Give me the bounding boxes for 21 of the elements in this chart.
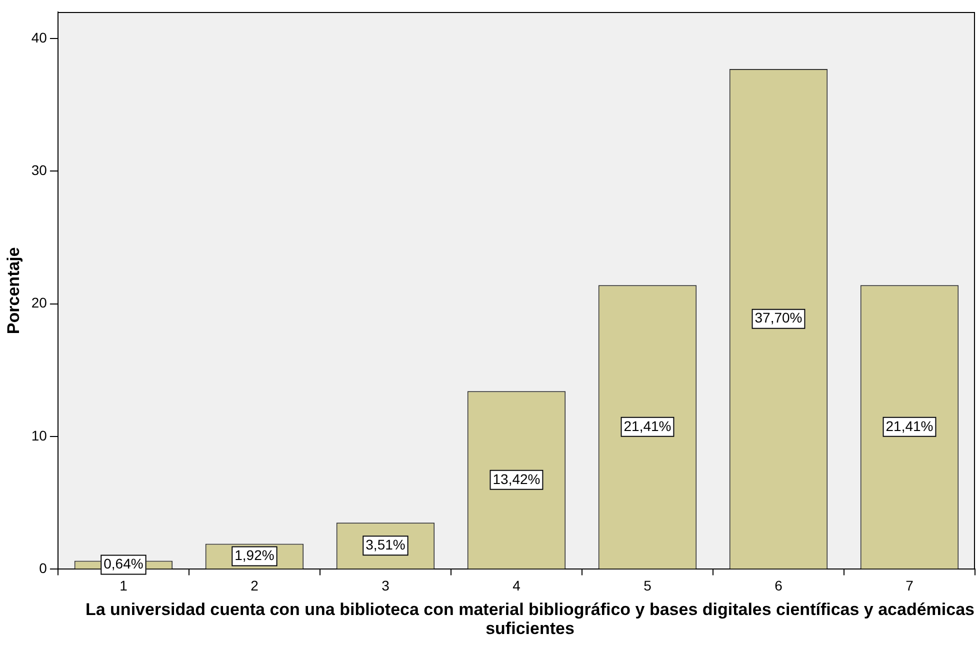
y-tick-label: 30	[31, 162, 48, 178]
data-label: 37,70%	[754, 310, 802, 326]
y-tick-label: 0	[39, 560, 48, 576]
x-tick-label: 4	[512, 577, 521, 594]
x-tick-label: 1	[120, 577, 128, 594]
x-tick-label: 2	[250, 577, 259, 594]
data-label: 13,42%	[492, 470, 540, 487]
data-label: 3,51%	[366, 536, 406, 553]
x-axis-title: La universidad cuenta con una biblioteca con material bibliográfico y bases digitales científicas y académicas suficientes	[84, 600, 976, 638]
y-tick-label: 40	[31, 29, 48, 46]
data-label: 21,41%	[886, 418, 934, 434]
data-label: 0,64%	[104, 556, 144, 572]
x-tick-label: 6	[774, 577, 783, 594]
data-label: 21,41%	[624, 418, 672, 434]
y-axis-title: Porcentaje	[4, 247, 23, 334]
y-tick-label: 20	[31, 294, 48, 311]
data-label: 1,92%	[234, 547, 274, 564]
x-tick-label: 7	[906, 577, 914, 594]
x-tick-label: 5	[644, 577, 652, 594]
y-tick-label: 10	[31, 427, 48, 444]
x-tick-label: 3	[382, 577, 390, 594]
